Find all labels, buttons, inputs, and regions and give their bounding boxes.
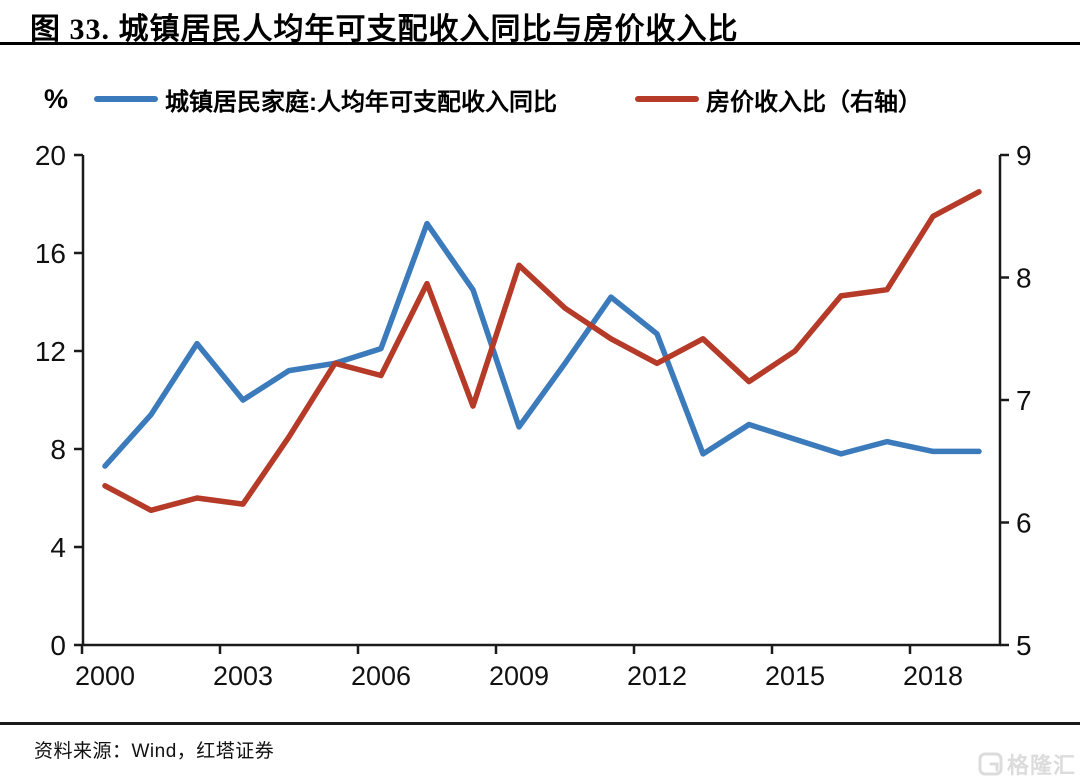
svg-text:4: 4 — [50, 532, 66, 563]
gelonghui-g-icon — [978, 752, 1003, 776]
footer-divider — [0, 722, 1080, 725]
chart-legend: % 城镇居民家庭:人均年可支配收入同比 房价收入比（右轴） — [44, 82, 922, 116]
legend-swatch-ratio — [635, 96, 700, 102]
gelonghui-logo: 格隆汇 — [978, 748, 1076, 780]
source-note: 资料来源：Wind，红塔证券 — [34, 741, 275, 762]
svg-text:2000: 2000 — [75, 661, 135, 691]
svg-text:2012: 2012 — [627, 661, 687, 691]
svg-text:0: 0 — [50, 630, 66, 661]
svg-text:7: 7 — [1016, 385, 1032, 416]
svg-text:2018: 2018 — [903, 661, 963, 691]
svg-text:6: 6 — [1016, 508, 1032, 539]
svg-text:20: 20 — [35, 140, 66, 171]
left-axis-unit-label: % — [44, 83, 69, 114]
legend-label-ratio: 房价收入比（右轴） — [706, 88, 923, 116]
gelonghui-logo-text: 格隆汇 — [1006, 753, 1076, 778]
title-divider — [0, 42, 1080, 45]
legend-item-income: 城镇居民家庭:人均年可支配收入同比 — [94, 82, 557, 117]
svg-text:16: 16 — [35, 238, 66, 269]
legend-item-ratio: 房价收入比（右轴） — [635, 82, 922, 117]
legend-swatch-income — [94, 96, 159, 102]
svg-text:2015: 2015 — [765, 661, 825, 691]
svg-text:9: 9 — [1016, 140, 1032, 171]
svg-text:8: 8 — [50, 434, 66, 465]
legend-label-income: 城镇居民家庭:人均年可支配收入同比 — [165, 88, 558, 116]
svg-text:2003: 2003 — [213, 661, 273, 691]
line-chart: 0 4 8 12 16 20 5 6 7 8 9 2000 2003 2006 2009 2012 2015 20… — [35, 140, 1032, 691]
svg-text:8: 8 — [1016, 263, 1032, 294]
svg-text:5: 5 — [1016, 630, 1032, 661]
svg-text:2006: 2006 — [351, 661, 411, 691]
chart-title: 图 33. 城镇居民人均年可支配收入同比与房价收入比 — [30, 13, 739, 46]
svg-text:2009: 2009 — [489, 661, 549, 691]
svg-text:12: 12 — [35, 336, 66, 367]
